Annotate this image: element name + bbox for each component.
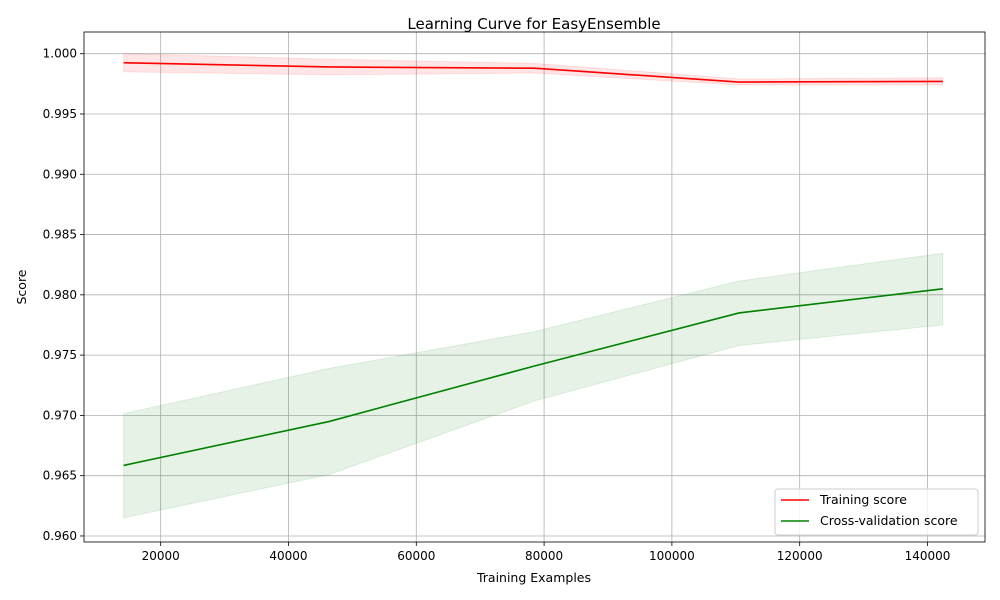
plot-frame	[83, 31, 986, 543]
y-tick-label: 0.960	[43, 529, 77, 543]
cv-confidence-band	[123, 252, 944, 519]
legend-label-training: Training score	[819, 492, 907, 507]
y-axis-ticks: 0.960 0.965 0.970 0.975 0.980 0.985 0.990 0.995…	[43, 47, 84, 543]
x-tick-label: 120000	[777, 549, 823, 563]
x-tick-label: 140000	[905, 549, 951, 563]
x-tick-label: 40000	[269, 549, 307, 563]
x-axis-label: Training Examples	[476, 570, 591, 585]
training-score-line	[123, 61, 943, 83]
confidence-bands	[123, 53, 944, 519]
x-tick-label: 100000	[649, 549, 695, 563]
x-axis-ticks: 20000 40000 60000 80000 100000 120000 140000	[142, 542, 951, 563]
cv-score-line	[123, 288, 943, 467]
y-tick-label: 0.975	[43, 348, 77, 362]
x-tick-label: 60000	[397, 549, 435, 563]
chart-title: Learning Curve for EasyEnsemble	[407, 15, 660, 33]
legend: Training score Cross-validation score	[774, 488, 979, 536]
grid-lines	[84, 32, 985, 542]
y-tick-label: 0.985	[43, 228, 77, 242]
x-tick-label: 80000	[525, 549, 563, 563]
x-tick-label: 20000	[142, 549, 180, 563]
y-tick-label: 0.995	[43, 107, 77, 121]
y-axis-label: Score	[14, 269, 29, 304]
y-tick-label: 0.980	[43, 288, 77, 302]
legend-box	[774, 488, 979, 536]
y-tick-label: 0.970	[43, 408, 77, 422]
y-tick-label: 0.990	[43, 167, 77, 181]
legend-label-cv: Cross-validation score	[820, 513, 958, 528]
y-tick-label: 1.000	[43, 47, 77, 61]
training-confidence-band	[123, 53, 944, 86]
y-tick-label: 0.965	[43, 469, 77, 483]
series-lines	[123, 61, 943, 467]
